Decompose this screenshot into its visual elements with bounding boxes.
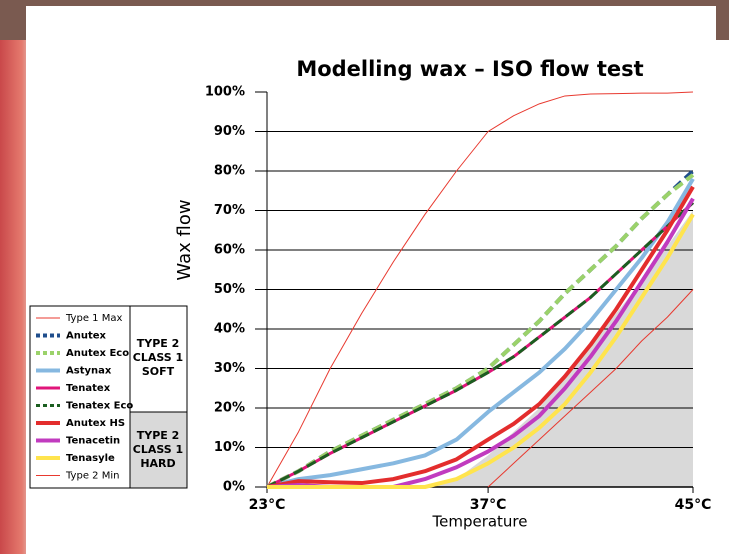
y-axis-label: Wax flow (174, 199, 195, 280)
legend-label: Tenacetin (66, 436, 120, 447)
y-tick-label: 10% (214, 440, 245, 455)
x-tick-label: 37°C (470, 497, 507, 513)
legend: Type 1 Max Anutex Anutex Eco Astynax Tenatex… (29, 305, 188, 489)
legend-label: Type 1 Max (65, 313, 122, 324)
legend-label: Type 2 Min (65, 471, 119, 482)
legend-label: Anutex HS (66, 418, 125, 429)
series-line (266, 185, 695, 489)
plot: 0% 10% 20% 30% 40% 50% 60% 70% 80% 90% 100% 23°C 37°… (205, 85, 712, 514)
chart-title: Modelling wax – ISO flow test (296, 57, 643, 81)
series-line (266, 91, 694, 488)
shaded-area (267, 210, 693, 487)
legend-group-box (129, 411, 188, 489)
y-tick-label: 50% (214, 282, 245, 297)
legend-group-label: TYPE 2 CLASS 1 SOFT (133, 337, 183, 378)
x-tick-label: 45°C (675, 497, 712, 513)
series-line (266, 177, 695, 489)
legend-label: Tenatex Eco (66, 401, 133, 412)
series-line (487, 289, 694, 488)
y-tick-label: 0% (223, 480, 245, 495)
legend-label: Anutex (66, 331, 107, 342)
y-tick-label: 40% (214, 322, 245, 337)
legend-label: Tenasyle (66, 453, 115, 464)
y-tick-label: 90% (214, 124, 245, 139)
x-axis-label: Temperature (431, 513, 527, 531)
series-line (266, 201, 695, 489)
series-line (267, 213, 695, 489)
y-tick-label: 20% (214, 401, 245, 416)
y-tick-label: 70% (214, 203, 245, 218)
legend-label: Astynax (66, 366, 112, 377)
legend-label: Tenatex (66, 383, 111, 394)
y-tick-label: 80% (214, 164, 245, 179)
x-tick-label: 23°C (249, 497, 286, 513)
legend-label: Anutex Eco (66, 348, 129, 359)
y-tick-label: 100% (205, 85, 245, 100)
y-tick-label: 60% (214, 243, 245, 258)
series-line (266, 173, 695, 489)
y-tick-label: 30% (214, 361, 245, 376)
legend-group-label: TYPE 2 CLASS 1 HARD (133, 429, 183, 470)
